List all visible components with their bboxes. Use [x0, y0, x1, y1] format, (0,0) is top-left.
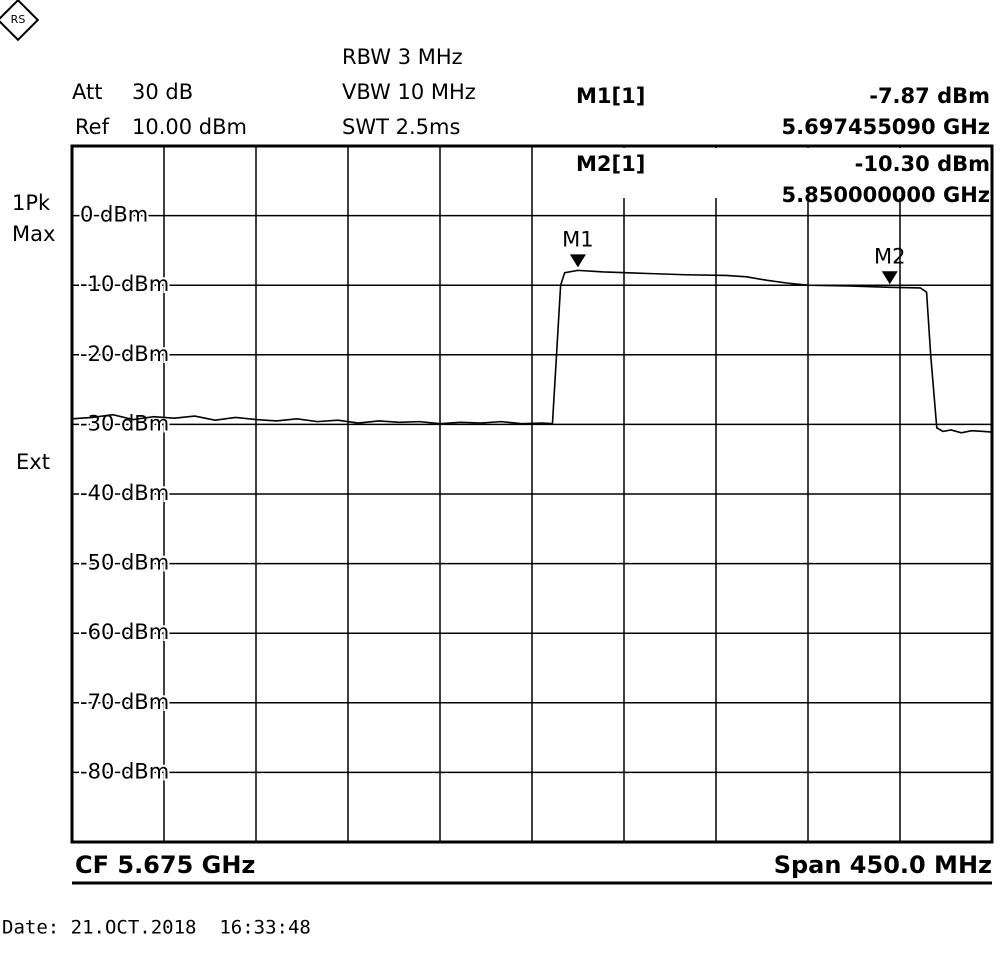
marker-frequency: 5.697455090 GHz: [782, 115, 990, 139]
marker-readout: M2[1]: [576, 152, 645, 176]
marker-frequency: 5.850000000 GHz: [782, 183, 990, 207]
marker-triangle: [881, 271, 898, 285]
span: Span 450.0 MHz: [774, 851, 992, 879]
logo: RS: [0, 0, 40, 42]
svg-text:RS: RS: [11, 13, 26, 26]
y-tick-label: -80 dBm: [80, 759, 169, 783]
y-tick-label: -30 dBm: [80, 411, 169, 435]
vbw: VBW 10 MHz: [342, 80, 476, 104]
detector: 1Pk: [12, 191, 51, 215]
swt: SWT 2.5ms: [342, 115, 460, 139]
ref: 10.00 dBm: [132, 115, 247, 139]
rbw: RBW 3 MHz: [342, 45, 463, 69]
y-tick-label: 0 dBm: [80, 203, 148, 227]
y-tick-label: -60 dBm: [80, 620, 169, 644]
marker-label: M2: [874, 244, 905, 268]
ref-label: Ref: [75, 115, 110, 139]
y-tick-label: -10 dBm: [80, 272, 169, 296]
att-label: Att: [72, 80, 102, 104]
y-tick-label: -50 dBm: [80, 551, 169, 575]
y-tick-label: -70 dBm: [80, 690, 169, 714]
att: 30 dB: [132, 80, 193, 104]
marker-readout: M1[1]: [576, 84, 645, 108]
y-tick-label: -40 dBm: [80, 481, 169, 505]
trace: [71, 269, 993, 434]
marker-level: -10.30 dBm: [855, 152, 990, 176]
marker-label: M1: [562, 227, 593, 251]
y-tick-label: -20 dBm: [80, 342, 169, 366]
date: Date: 21.OCT.2018 16:33:48: [2, 917, 311, 939]
marker-level: -7.87 dBm: [869, 84, 990, 108]
marker-triangle: [569, 254, 586, 268]
center-frequency: CF 5.675 GHz: [75, 851, 255, 879]
trigger: Ext: [16, 450, 50, 474]
readout-bg: [560, 148, 990, 198]
trace-mode: Max: [12, 222, 55, 246]
